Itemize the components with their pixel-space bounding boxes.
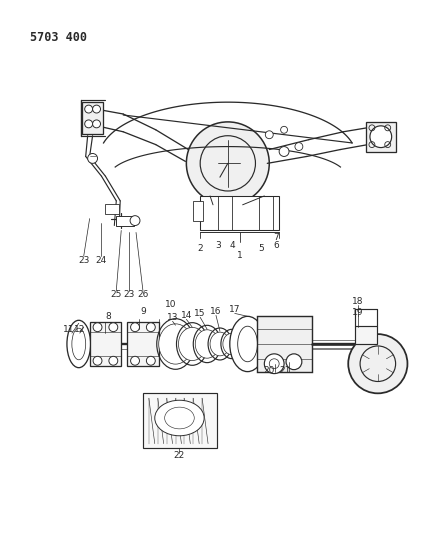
Bar — [257, 317, 312, 372]
Circle shape — [146, 323, 155, 332]
Bar — [105, 204, 119, 214]
Ellipse shape — [155, 400, 204, 436]
Text: 5: 5 — [259, 244, 264, 253]
Ellipse shape — [210, 332, 230, 356]
Bar — [143, 393, 217, 448]
Circle shape — [286, 354, 302, 370]
Circle shape — [109, 357, 118, 365]
Ellipse shape — [67, 320, 91, 368]
Circle shape — [146, 357, 155, 365]
Circle shape — [85, 120, 92, 128]
Text: 11: 11 — [63, 325, 74, 334]
Text: 12: 12 — [74, 325, 86, 334]
Ellipse shape — [195, 330, 219, 358]
Bar — [193, 201, 203, 221]
Circle shape — [130, 216, 140, 225]
Circle shape — [131, 323, 140, 332]
Bar — [116, 216, 134, 225]
Circle shape — [370, 126, 392, 148]
Circle shape — [265, 131, 273, 139]
Circle shape — [279, 147, 289, 157]
Text: 1: 1 — [237, 251, 243, 260]
Ellipse shape — [230, 317, 265, 372]
Text: 9: 9 — [140, 307, 146, 316]
Text: 24: 24 — [96, 256, 107, 264]
Text: 22: 22 — [174, 451, 185, 460]
Circle shape — [92, 120, 101, 128]
Text: 6: 6 — [273, 241, 279, 250]
Text: 26: 26 — [137, 290, 149, 299]
Ellipse shape — [223, 333, 241, 354]
Circle shape — [281, 126, 288, 133]
Bar — [366, 122, 395, 151]
Text: 4: 4 — [230, 241, 235, 250]
Bar — [127, 322, 159, 366]
Circle shape — [93, 323, 102, 332]
Text: 5703 400: 5703 400 — [30, 31, 87, 44]
Text: 15: 15 — [194, 309, 206, 318]
Text: 20: 20 — [264, 366, 275, 375]
Text: 21: 21 — [279, 366, 291, 375]
Text: 3: 3 — [215, 241, 221, 250]
Circle shape — [295, 143, 303, 150]
Text: 8: 8 — [106, 312, 111, 321]
Circle shape — [131, 357, 140, 365]
Text: 17: 17 — [229, 305, 241, 314]
Text: 2: 2 — [197, 244, 203, 253]
Circle shape — [186, 122, 269, 205]
Text: 16: 16 — [210, 307, 222, 316]
Bar — [200, 196, 279, 230]
Text: 23: 23 — [123, 290, 135, 299]
Text: 18: 18 — [352, 297, 364, 306]
Circle shape — [88, 154, 98, 163]
Ellipse shape — [159, 324, 192, 364]
Text: 14: 14 — [181, 311, 192, 320]
Text: 19: 19 — [352, 308, 364, 317]
Circle shape — [85, 105, 92, 113]
Text: 7: 7 — [273, 233, 279, 242]
Circle shape — [348, 334, 407, 393]
Circle shape — [109, 323, 118, 332]
Ellipse shape — [178, 327, 206, 360]
Circle shape — [92, 105, 101, 113]
Bar — [89, 322, 121, 366]
Circle shape — [265, 354, 284, 374]
Text: 13: 13 — [167, 313, 178, 322]
Text: 25: 25 — [110, 290, 122, 299]
Bar — [82, 102, 104, 134]
Text: 10: 10 — [165, 300, 176, 309]
Circle shape — [93, 357, 102, 365]
Bar — [355, 326, 377, 344]
Text: 23: 23 — [78, 256, 89, 264]
